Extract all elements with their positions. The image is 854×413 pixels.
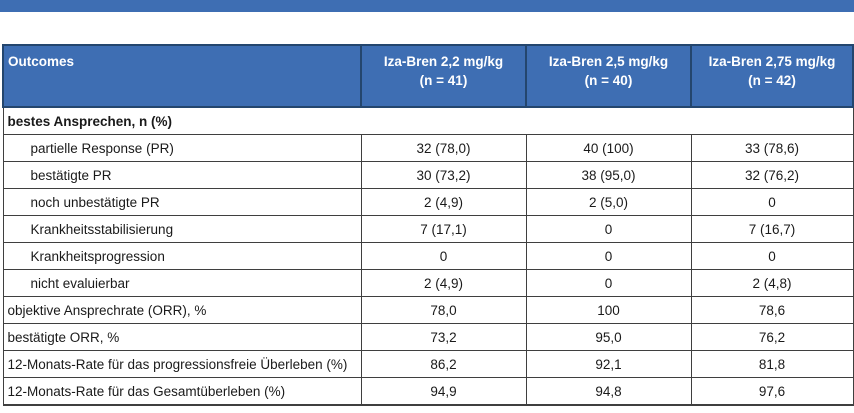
value-cell: 78,0 [360,296,527,324]
table-row-unbestaetigte-pr: noch unbestätigte PR 2 (4,9) 2 (5,0) 0 [2,188,854,216]
value-cell: 0 [690,188,854,216]
value-cell: 7 (17,1) [360,215,527,243]
dose-column-header-2-5: Iza-Bren 2,5 mg/kg (n = 40) [525,44,692,108]
value-cell: 2 (5,0) [525,188,692,216]
dose-n: (n = 42) [748,73,796,88]
row-label: bestätigte PR [2,161,362,189]
row-label: nicht evaluierbar [2,269,362,297]
table-body: bestes Ansprechen, n (%) partielle Respo… [2,106,854,406]
value-cell: 0 [525,215,692,243]
value-cell: 0 [525,269,692,297]
value-cell: 94,9 [360,377,527,406]
value-cell: 30 (73,2) [360,161,527,189]
value-cell: 73,2 [360,323,527,351]
dose-column-header-2-2: Iza-Bren 2,2 mg/kg (n = 41) [360,44,527,108]
value-cell: 32 (78,0) [360,134,527,162]
top-accent-bar [0,0,854,12]
value-cell: 100 [525,296,692,324]
table-row-nicht-evaluierbar: nicht evaluierbar 2 (4,9) 0 2 (4,8) [2,269,854,297]
dose-n: (n = 41) [419,73,468,88]
section-label: bestes Ansprechen, n (%) [2,106,854,135]
value-cell: 94,8 [525,377,692,406]
value-cell: 38 (95,0) [525,161,692,189]
value-cell: 32 (76,2) [690,161,854,189]
dose-name: Iza-Bren 2,75 mg/kg [708,54,836,69]
value-cell: 2 (4,9) [360,269,527,297]
table-header-row: Outcomes Iza-Bren 2,2 mg/kg (n = 41) Iza… [2,44,854,108]
section-row: bestes Ansprechen, n (%) [2,106,854,135]
value-cell: 0 [360,242,527,270]
outcomes-column-header: Outcomes [2,44,362,108]
row-label: noch unbestätigte PR [2,188,362,216]
results-table: Outcomes Iza-Bren 2,2 mg/kg (n = 41) Iza… [2,44,854,406]
row-label: objektive Ansprechrate (ORR), % [2,296,362,324]
table-row-bestaetigte-orr: bestätigte ORR, % 73,2 95,0 76,2 [2,323,854,351]
table-header: Outcomes Iza-Bren 2,2 mg/kg (n = 41) Iza… [2,44,854,108]
dose-name: Iza-Bren 2,5 mg/kg [548,54,669,69]
table-row-partielle-response: partielle Response (PR) 32 (78,0) 40 (10… [2,134,854,162]
value-cell: 0 [690,242,854,270]
row-label: 12-Monats-Rate für das progressionsfreie… [2,350,362,378]
table-row-pfs-12-monat: 12-Monats-Rate für das progressionsfreie… [2,350,854,378]
value-cell: 97,6 [690,377,854,406]
row-label: partielle Response (PR) [2,134,362,162]
table-row-bestaetigte-pr: bestätigte PR 30 (73,2) 38 (95,0) 32 (76… [2,161,854,189]
row-label: Krankheitsstabilisierung [2,215,362,243]
row-label: bestätigte ORR, % [2,323,362,351]
table-row-orr: objektive Ansprechrate (ORR), % 78,0 100… [2,296,854,324]
dose-name: Iza-Bren 2,2 mg/kg [383,54,504,69]
dose-column-header-2-75: Iza-Bren 2,75 mg/kg (n = 42) [690,44,854,108]
value-cell: 76,2 [690,323,854,351]
value-cell: 7 (16,7) [690,215,854,243]
table-row-os-12-monat: 12-Monats-Rate für das Gesamtüberleben (… [2,377,854,406]
value-cell: 40 (100) [525,134,692,162]
row-label: Krankheitsprogression [2,242,362,270]
table-row-krankheitsprogression: Krankheitsprogression 0 0 0 [2,242,854,270]
value-cell: 92,1 [525,350,692,378]
value-cell: 78,6 [690,296,854,324]
value-cell: 95,0 [525,323,692,351]
value-cell: 2 (4,9) [360,188,527,216]
table-row-krankheitsstabilisierung: Krankheitsstabilisierung 7 (17,1) 0 7 (1… [2,215,854,243]
value-cell: 33 (78,6) [690,134,854,162]
value-cell: 2 (4,8) [690,269,854,297]
value-cell: 86,2 [360,350,527,378]
value-cell: 81,8 [690,350,854,378]
value-cell: 0 [525,242,692,270]
row-label: 12-Monats-Rate für das Gesamtüberleben (… [2,377,362,406]
dose-n: (n = 40) [584,73,633,88]
outcomes-table-container: Outcomes Iza-Bren 2,2 mg/kg (n = 41) Iza… [2,44,854,406]
